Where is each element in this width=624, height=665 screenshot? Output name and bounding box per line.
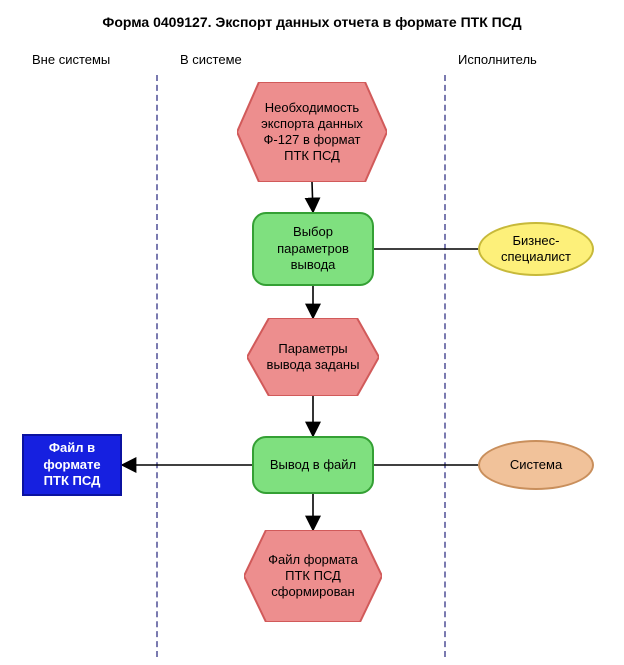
node-label: Система — [510, 457, 562, 473]
output-file-rect: Файл в формате ПТК ПСД — [22, 434, 122, 496]
lane-label-inside: В системе — [180, 52, 242, 67]
process-select-params: Выбор параметров вывода — [252, 212, 374, 286]
node-label: Бизнес-специалист — [488, 233, 584, 264]
event-file-formed-hexagon: Файл формата ПТК ПСД сформирован — [244, 530, 382, 622]
lane-label-outside: Вне системы — [32, 52, 110, 67]
node-label: Необходимость экспорта данных Ф-127 в фо… — [237, 82, 387, 182]
node-label: Параметры вывода заданы — [247, 318, 379, 396]
event-start-hexagon: Необходимость экспорта данных Ф-127 в фо… — [237, 82, 387, 182]
lane-separator — [156, 75, 158, 657]
diagram-title: Форма 0409127. Экспорт данных отчета в ф… — [0, 14, 624, 30]
node-label: Файл в формате ПТК ПСД — [34, 440, 110, 491]
node-label: Вывод в файл — [270, 457, 356, 474]
process-output-file: Вывод в файл — [252, 436, 374, 494]
lane-separator — [444, 75, 446, 657]
event-params-set-hexagon: Параметры вывода заданы — [247, 318, 379, 396]
lane-label-actor: Исполнитель — [458, 52, 537, 67]
diagram-canvas: Форма 0409127. Экспорт данных отчета в ф… — [0, 0, 624, 665]
node-label: Файл формата ПТК ПСД сформирован — [244, 530, 382, 622]
actor-business-specialist: Бизнес-специалист — [478, 222, 594, 276]
actor-system: Система — [478, 440, 594, 490]
node-label: Выбор параметров вывода — [264, 224, 362, 275]
